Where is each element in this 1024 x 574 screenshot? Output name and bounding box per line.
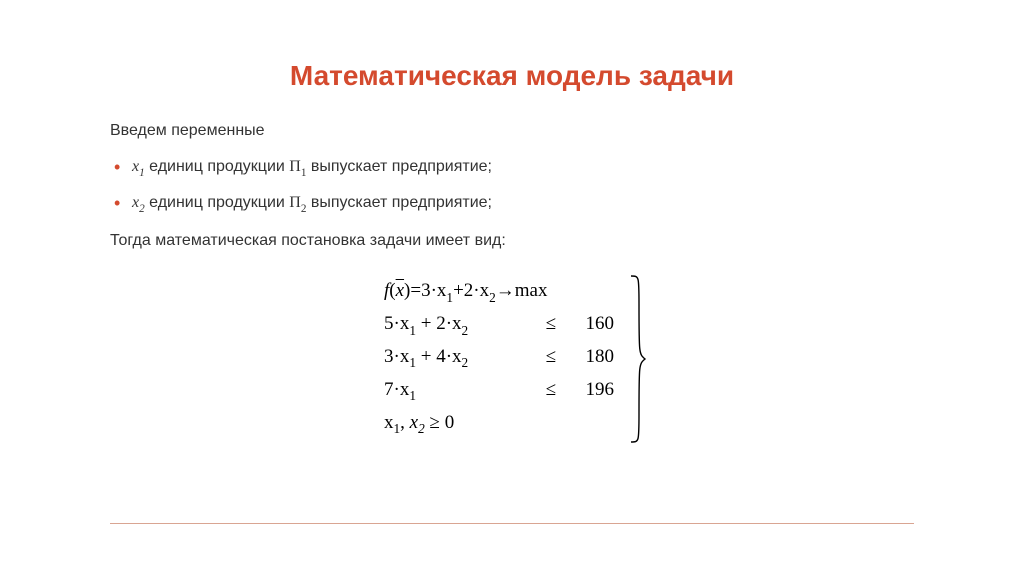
variables-list: x1 единиц продукции П1 выпускает предпри… [110,158,914,214]
list-item: x2 единиц продукции П2 выпускает предпри… [110,194,914,214]
list-item-tail: выпускает предприятие; [306,194,492,211]
arrow-icon: → [496,280,515,302]
formula-block: f(x) = 3·x1+2·x2 → max 5·x1 + 2·x2 ≤ 160… [110,274,914,444]
objective-line: f(x) = 3·x1+2·x2 → max [384,280,614,305]
constraint-rhs: 180 [568,346,614,368]
var-x2: x2 [132,194,145,211]
prod-p1: П1 [289,158,306,175]
divider-line [110,523,914,524]
right-brace-icon [628,274,646,444]
then-text: Тогда математическая постановка задачи и… [110,232,914,250]
list-item: x1 единиц продукции П1 выпускает предпри… [110,158,914,178]
op-leq: ≤ [534,379,568,401]
constraint-line: 3·x1 + 4·x2 ≤ 180 [384,346,614,371]
max-label: max [515,280,548,302]
op-leq: ≤ [534,346,568,368]
obj-x1: x1 [437,280,453,305]
constraint-lhs: 7·x1 [384,379,534,404]
constraint-rhs: 196 [568,379,614,401]
coef-1: 3 [421,280,431,302]
var-x1: x1 [132,158,145,175]
list-item-text: единиц продукции [145,194,290,211]
coef-2: 2 [464,280,474,302]
nonneg-lhs: x1, x2 ≥ 0 [384,412,534,437]
plus: + [453,280,464,302]
formula-inner: f(x) = 3·x1+2·x2 → max 5·x1 + 2·x2 ≤ 160… [378,274,646,444]
prod-p2: П2 [289,194,306,211]
list-item-tail: выпускает предприятие; [306,158,492,175]
nonneg-line: x1, x2 ≥ 0 [384,412,614,437]
intro-text: Введем переменные [110,122,914,140]
slide-title: Математическая модель задачи [110,60,914,92]
system-lines: f(x) = 3·x1+2·x2 → max 5·x1 + 2·x2 ≤ 160… [378,274,628,444]
constraint-lhs: 3·x1 + 4·x2 [384,346,534,371]
op-leq: ≤ [534,313,568,335]
slide: Математическая модель задачи Введем пере… [0,0,1024,574]
list-item-text: единиц продукции [145,158,290,175]
constraint-rhs: 160 [568,313,614,335]
equals: = [410,280,421,302]
constraint-line: 7·x1 ≤ 196 [384,379,614,404]
constraint-line: 5·x1 + 2·x2 ≤ 160 [384,313,614,338]
obj-x2: x2 [480,280,496,305]
x-bar: x [396,280,404,302]
constraint-lhs: 5·x1 + 2·x2 [384,313,534,338]
